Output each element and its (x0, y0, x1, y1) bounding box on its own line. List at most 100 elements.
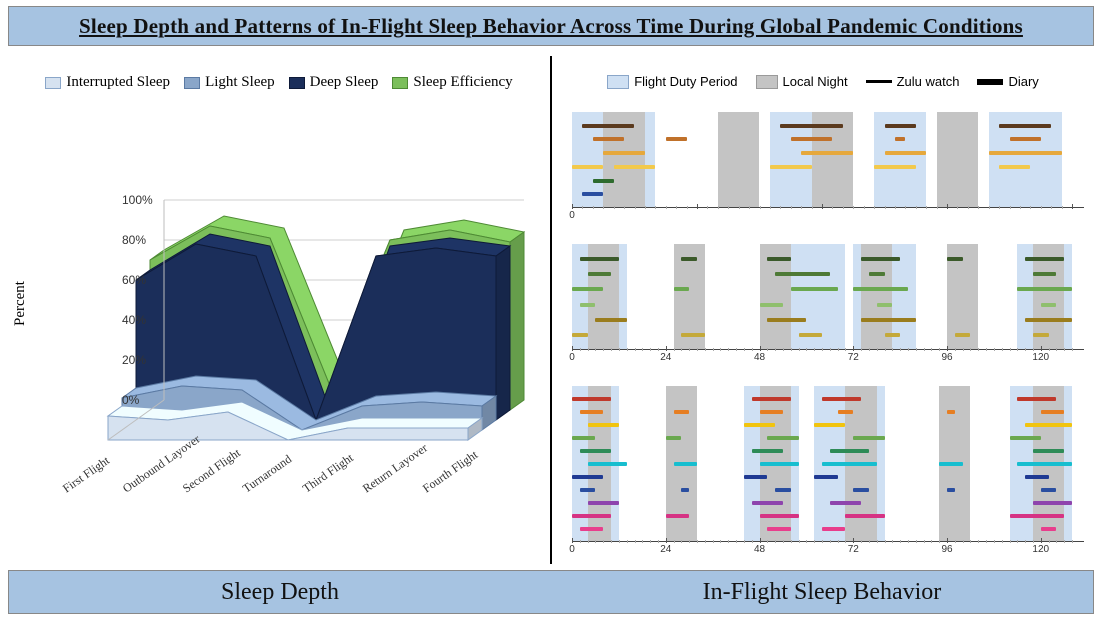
sleep-segment (775, 272, 830, 276)
sleep-segment (1010, 436, 1041, 440)
sleep-segment (588, 423, 619, 427)
legend-swatch (184, 77, 200, 89)
x-tick: 24 (660, 352, 671, 363)
sleep-segment (799, 333, 822, 337)
sleep-segment (595, 318, 626, 322)
sleep-segment (999, 165, 1030, 169)
sleep-segment (752, 449, 783, 453)
legend-item: Sleep Efficiency (392, 74, 512, 91)
legend-label: Zulu watch (897, 74, 960, 89)
sleep-segment (760, 410, 783, 414)
sleep-segment (760, 303, 783, 307)
sleep-segment (822, 462, 877, 466)
sleep-segment (674, 410, 690, 414)
sleep-segment (681, 333, 704, 337)
x-tick: 0 (569, 210, 575, 221)
y-tick: 60% (122, 273, 146, 287)
sleep-segment (1041, 303, 1057, 307)
x-tick: 72 (848, 352, 859, 363)
sleep-segment (744, 423, 775, 427)
x-tick: 0 (569, 544, 575, 555)
footer-left: Sleep Depth (9, 571, 551, 613)
y-tick: 100% (122, 193, 153, 207)
sleep-segment (767, 527, 790, 531)
y-tick: 0% (122, 393, 139, 407)
sleep-segment (572, 333, 588, 337)
legend-label: Sleep Efficiency (413, 74, 512, 91)
sleep-segment (588, 462, 627, 466)
sleep-segment (814, 423, 845, 427)
sleep-segment (939, 462, 962, 466)
legend-label: Local Night (783, 74, 848, 89)
sleep-segment (830, 501, 861, 505)
sleep-segment (874, 165, 916, 169)
area3d-chart: Percent 0%20%40%60%80%100% First FlightO… (18, 186, 528, 506)
sleep-behavior-legend: Flight Duty PeriodLocal NightZulu watchD… (552, 74, 1094, 89)
sleep-segment (1033, 272, 1056, 276)
x-tick: 120 (1032, 352, 1049, 363)
footer-right: In-Flight Sleep Behavior (551, 571, 1093, 613)
legend-item: Light Sleep (184, 74, 275, 91)
sleep-segment (770, 165, 812, 169)
sleep-segment (1033, 333, 1049, 337)
sleep-segment (760, 514, 799, 518)
sleep-segment (838, 410, 854, 414)
x-tick: 48 (754, 352, 765, 363)
sleep-segment (869, 272, 885, 276)
sleep-segment (1017, 462, 1072, 466)
sleep-segment (582, 124, 634, 128)
sleep-segment (989, 151, 1062, 155)
sleep-segment (572, 514, 611, 518)
sleep-segment (666, 436, 682, 440)
sleep-segment (1010, 137, 1041, 141)
sleep-segment (853, 287, 908, 291)
sleep-segment (822, 397, 861, 401)
sleep-segment (752, 397, 791, 401)
gantt-canvas (572, 112, 1084, 208)
sleep-segment (582, 192, 603, 196)
legend-item: Local Night (756, 74, 848, 89)
gantt-panel: 0 (572, 112, 1084, 222)
panels: Interrupted Sleep Light Sleep Deep Sleep Sl… (8, 56, 1094, 564)
sleep-segment (1041, 410, 1064, 414)
legend-swatch (977, 79, 1003, 85)
sleep-segment (572, 287, 603, 291)
y-tick: 20% (122, 353, 146, 367)
local-night-block (718, 112, 760, 207)
sleep-segment (580, 488, 596, 492)
sleep-segment (572, 165, 603, 169)
sleep-depth-legend: Interrupted Sleep Light Sleep Deep Sleep Sl… (8, 74, 550, 91)
legend-item: Interrupted Sleep (45, 74, 170, 91)
sleep-segment (603, 151, 645, 155)
gantt-panel: 024487296120 (572, 386, 1084, 556)
sleep-segment (681, 257, 697, 261)
title-bar: Sleep Depth and Patterns of In-Flight Sl… (8, 6, 1094, 46)
sleep-segment (572, 397, 611, 401)
legend-item: Deep Sleep (289, 74, 379, 91)
sleep-segment (666, 514, 689, 518)
legend-swatch (756, 75, 778, 89)
sleep-segment (614, 165, 656, 169)
x-tick: 72 (848, 544, 859, 555)
sleep-segment (580, 257, 619, 261)
sleep-segment (1025, 257, 1064, 261)
legend-item: Zulu watch (866, 74, 960, 89)
local-night-block (937, 112, 979, 207)
sleep-segment (681, 488, 689, 492)
sleep-segment (885, 151, 927, 155)
legend-swatch (289, 77, 305, 89)
sleep-segment (830, 449, 869, 453)
sleep-segment (580, 303, 596, 307)
legend-label: Interrupted Sleep (66, 74, 170, 91)
y-axis-label: Percent (12, 281, 29, 326)
x-tick: 48 (754, 544, 765, 555)
gantt-canvas (572, 386, 1084, 542)
gantt-charts: 0024487296120024487296120 (572, 106, 1084, 564)
gantt-canvas (572, 244, 1084, 350)
sleep-segment (588, 501, 619, 505)
sleep-segment (791, 287, 838, 291)
sleep-segment (1025, 475, 1048, 479)
sleep-segment (767, 318, 806, 322)
sleep-segment (744, 475, 767, 479)
legend-item: Diary (977, 74, 1038, 89)
